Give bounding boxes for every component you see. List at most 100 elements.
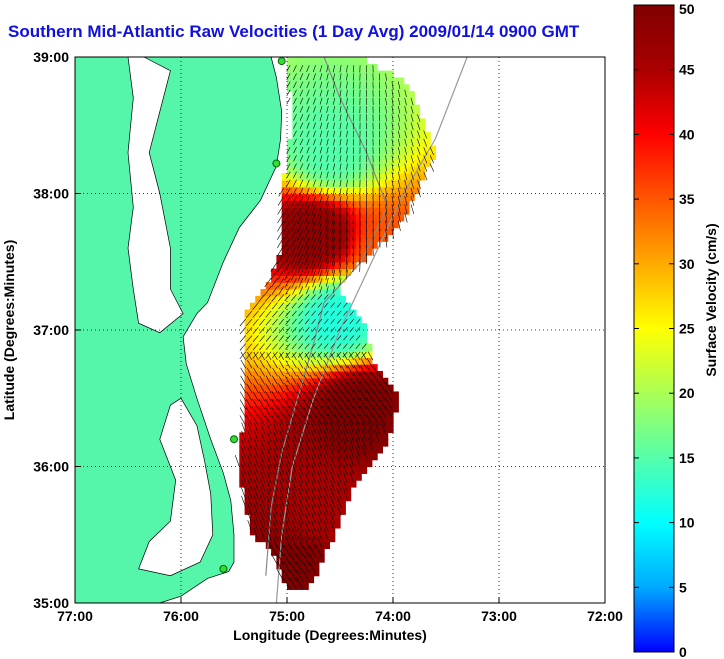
speed-cell <box>382 145 389 154</box>
speed-cell <box>340 213 346 222</box>
speed-cell <box>239 480 246 488</box>
speed-cell <box>398 200 405 208</box>
speed-cell <box>382 213 389 222</box>
speed-cell <box>329 534 336 543</box>
velocity-arrow <box>339 122 342 130</box>
velocity-arrow <box>252 415 259 426</box>
speed-cell <box>329 138 336 147</box>
velocity-arrow <box>304 237 310 250</box>
speed-cell <box>255 330 262 338</box>
velocity-arrow <box>260 495 265 508</box>
speed-cell <box>318 521 325 529</box>
velocity-arrow <box>372 405 380 418</box>
speed-cell <box>244 418 251 427</box>
speed-cell <box>313 57 320 65</box>
velocity-arrow <box>313 73 316 81</box>
speed-cell <box>334 241 341 249</box>
velocity-arrow <box>317 351 323 358</box>
velocity-arrow <box>366 358 374 369</box>
velocity-arrow <box>292 187 297 197</box>
velocity-arrow <box>298 520 304 533</box>
speed-cell <box>297 486 304 495</box>
velocity-arrow <box>353 389 361 402</box>
velocity-arrow <box>298 438 304 451</box>
velocity-arrow <box>247 454 253 467</box>
velocity-arrow <box>296 577 304 590</box>
velocity-arrow <box>323 504 329 516</box>
speed-cell <box>276 391 283 399</box>
speed-cell <box>281 282 288 290</box>
speed-cell <box>371 241 378 249</box>
velocity-arrow <box>278 343 285 350</box>
velocity-arrow <box>378 106 381 114</box>
speed-cell <box>408 193 415 201</box>
speed-cell <box>334 411 341 420</box>
speed-cell <box>244 391 251 399</box>
speed-cell <box>355 97 362 106</box>
velocity-arrow <box>352 187 355 197</box>
velocity-arrow <box>336 343 342 349</box>
velocity-arrow <box>333 286 335 294</box>
speed-cell <box>313 166 320 174</box>
speed-cell <box>302 582 309 590</box>
velocity-arrow <box>292 179 297 188</box>
speed-cell <box>260 377 267 386</box>
speed-cell <box>324 364 330 372</box>
speed-cell <box>324 541 330 549</box>
speed-cell <box>287 555 293 563</box>
velocity-arrow <box>330 463 335 475</box>
speed-cell <box>308 84 315 92</box>
speed-cell <box>313 541 320 549</box>
velocity-arrow <box>361 446 367 459</box>
speed-cell <box>244 486 251 495</box>
speed-cell <box>340 200 346 208</box>
speed-cell <box>297 466 304 474</box>
speed-cell <box>324 330 330 338</box>
velocity-arrow <box>318 261 323 274</box>
speed-cell <box>276 452 283 461</box>
velocity-arrow <box>326 163 329 171</box>
speed-cell <box>313 555 320 563</box>
speed-cell <box>324 514 330 522</box>
speed-cell <box>255 377 262 386</box>
speed-cell <box>366 227 373 236</box>
velocity-arrow <box>304 245 310 258</box>
velocity-arrow <box>272 520 278 533</box>
velocity-arrow <box>272 503 278 516</box>
speed-cell <box>313 207 320 215</box>
speed-cell <box>340 159 346 167</box>
speed-cell <box>393 186 399 195</box>
speed-cell <box>302 357 309 365</box>
speed-cell <box>244 343 251 352</box>
speed-cell <box>308 200 315 208</box>
velocity-arrow <box>378 97 381 106</box>
velocity-arrow <box>346 81 348 89</box>
velocity-arrow <box>285 286 291 295</box>
speed-cell <box>265 493 272 502</box>
velocity-arrow <box>293 163 297 170</box>
speed-cell <box>276 302 283 311</box>
speed-cell <box>361 63 368 72</box>
speed-cell <box>292 534 299 543</box>
velocity-arrow <box>253 359 259 369</box>
speed-cell <box>393 118 399 126</box>
velocity-arrow <box>297 220 304 233</box>
speed-cell <box>318 138 325 147</box>
speed-cell <box>292 357 299 365</box>
velocity-arrow <box>298 487 304 500</box>
speed-cell <box>308 555 315 563</box>
velocity-arrow <box>313 171 316 179</box>
velocity-arrow <box>304 294 310 301</box>
speed-cell <box>329 411 336 420</box>
speed-cell <box>361 446 368 454</box>
velocity-arrow <box>404 212 408 223</box>
speed-cell <box>408 91 415 99</box>
velocity-arrow <box>349 454 355 467</box>
speed-cell <box>297 541 304 549</box>
velocity-arrow <box>429 146 434 156</box>
speed-cell <box>297 207 304 215</box>
colorbar-tick-label: 50 <box>679 1 695 17</box>
speed-cell <box>355 330 362 338</box>
speed-cell <box>244 384 251 393</box>
x-axis-label: Longitude (Degrees:Minutes) <box>233 627 427 643</box>
